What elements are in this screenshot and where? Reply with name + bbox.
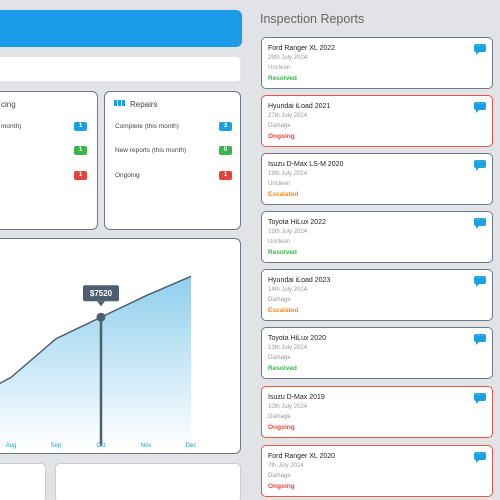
comment-icon[interactable]: ··· xyxy=(474,451,486,463)
report-status: Ongoing xyxy=(268,424,295,431)
x-tick-label: Dec xyxy=(186,443,197,449)
search-input[interactable] xyxy=(0,56,241,82)
report-vehicle: Ford Ranger XL 2022 xyxy=(268,45,336,52)
report-date: 13th July 2024 xyxy=(268,345,308,351)
report-date: 27th July 2024 xyxy=(268,113,308,119)
report-type: Damage xyxy=(268,473,291,479)
count-badge: 1 xyxy=(74,146,87,155)
report-status: Ongoing xyxy=(268,133,295,140)
report-type: Damage xyxy=(268,414,291,420)
stat-label: month) xyxy=(1,123,22,130)
comment-icon[interactable]: ··· xyxy=(474,217,486,229)
report-date: 29th July 2024 xyxy=(268,55,308,61)
report-card[interactable]: Isuzu D-Max 2019 10th July 2024 Damage Ongo… xyxy=(261,386,493,438)
bottom-card xyxy=(0,463,46,500)
report-card[interactable]: Hyundai iLoad 2021 27th July 2024 Damage On… xyxy=(261,95,493,147)
area-chart: $7520 Aug Sep Oct Nov Dec xyxy=(0,275,197,449)
count-badge: 1 xyxy=(74,171,87,180)
card-title: Repairs xyxy=(130,100,158,109)
comment-icon[interactable]: ··· xyxy=(474,159,486,171)
panel-title: Inspection Reports xyxy=(260,12,365,26)
report-status: Escalated xyxy=(268,191,299,198)
comment-icon[interactable]: ··· xyxy=(474,333,486,345)
highlight-point[interactable] xyxy=(96,312,106,322)
x-tick-label: Nov xyxy=(141,443,152,449)
report-card[interactable]: Toyota HiLux 2022 15th July 2024 Unclean Re… xyxy=(261,211,493,263)
report-vehicle: Hyundai iLoad 2021 xyxy=(268,103,331,110)
report-status: Resolved xyxy=(268,365,297,372)
report-date: 10th July 2024 xyxy=(268,404,308,410)
report-vehicle: Toyota HiLux 2020 xyxy=(268,335,326,342)
report-status: Escalated xyxy=(268,307,299,314)
report-date: 15th July 2024 xyxy=(268,229,308,235)
report-type: Unclean xyxy=(268,65,291,71)
report-status: Resolved xyxy=(268,75,297,82)
value-tooltip xyxy=(83,285,119,302)
series-line xyxy=(0,275,192,385)
report-card[interactable]: Hyundai iLoad 2023 14th July 2024 Damage Es… xyxy=(261,269,493,321)
report-type: Damage xyxy=(268,355,291,361)
card-title: cing xyxy=(1,100,16,109)
comment-icon[interactable]: ··· xyxy=(474,275,486,287)
report-vehicle: Ford Ranger XL 2020 xyxy=(268,453,336,460)
report-date: 7th July 2024 xyxy=(268,463,304,469)
report-type: Damage xyxy=(268,297,291,303)
bottom-card xyxy=(55,463,241,500)
comment-icon[interactable]: ··· xyxy=(474,101,486,113)
stat-label: Complete (this month) xyxy=(115,123,179,130)
report-type: Unclean xyxy=(268,181,291,187)
report-type: Damage xyxy=(268,123,291,129)
comment-icon[interactable]: ··· xyxy=(474,43,486,55)
report-vehicle: Toyota HiLux 2022 xyxy=(268,219,326,226)
stat-label: New reports (this month) xyxy=(115,147,187,154)
x-tick-label: Sep xyxy=(51,443,62,449)
count-badge: 1 xyxy=(74,122,87,131)
tooltip-label: $7520 xyxy=(90,289,113,298)
report-vehicle: Isuzu D-Max LS-M 2020 xyxy=(268,161,344,168)
report-date: 14th July 2024 xyxy=(268,287,308,293)
report-card[interactable]: Isuzu D-Max LS-M 2020 19th July 2024 Uncle… xyxy=(261,153,493,205)
report-card[interactable]: Ford Ranger XL 2022 29th July 2024 Unclean… xyxy=(261,37,493,89)
stat-label: Ongoing xyxy=(115,172,140,179)
count-badge: 3 xyxy=(219,122,232,131)
report-status: Ongoing xyxy=(268,483,295,490)
area-fill xyxy=(0,276,191,446)
count-badge: 0 xyxy=(219,146,232,155)
x-tick-label: Oct xyxy=(96,443,106,449)
report-type: Unclean xyxy=(268,239,291,245)
repairs-summary-card: Repairs Complete (this month) 3 New repo… xyxy=(104,91,241,230)
servicing-summary-card: cing month) 1 1 1 xyxy=(0,91,98,230)
report-vehicle: Isuzu D-Max 2019 xyxy=(268,394,325,401)
bar-chart-icon xyxy=(114,100,125,106)
tooltip-arrow xyxy=(97,301,105,307)
comment-icon[interactable]: ··· xyxy=(474,392,486,404)
report-vehicle: Hyundai iLoad 2023 xyxy=(268,277,331,284)
report-card[interactable]: Ford Ranger XL 2020 7th July 2024 Damage On… xyxy=(261,445,493,497)
expenses-chart: $7520 Aug Sep Oct Nov Dec xyxy=(0,238,241,454)
count-badge: 1 xyxy=(219,171,232,180)
report-card[interactable]: Toyota HiLux 2020 13th July 2024 Damage Res… xyxy=(261,327,493,379)
header-banner xyxy=(0,10,242,47)
report-status: Resolved xyxy=(268,249,297,256)
report-date: 19th July 2024 xyxy=(268,171,308,177)
x-tick-label: Aug xyxy=(6,443,17,449)
